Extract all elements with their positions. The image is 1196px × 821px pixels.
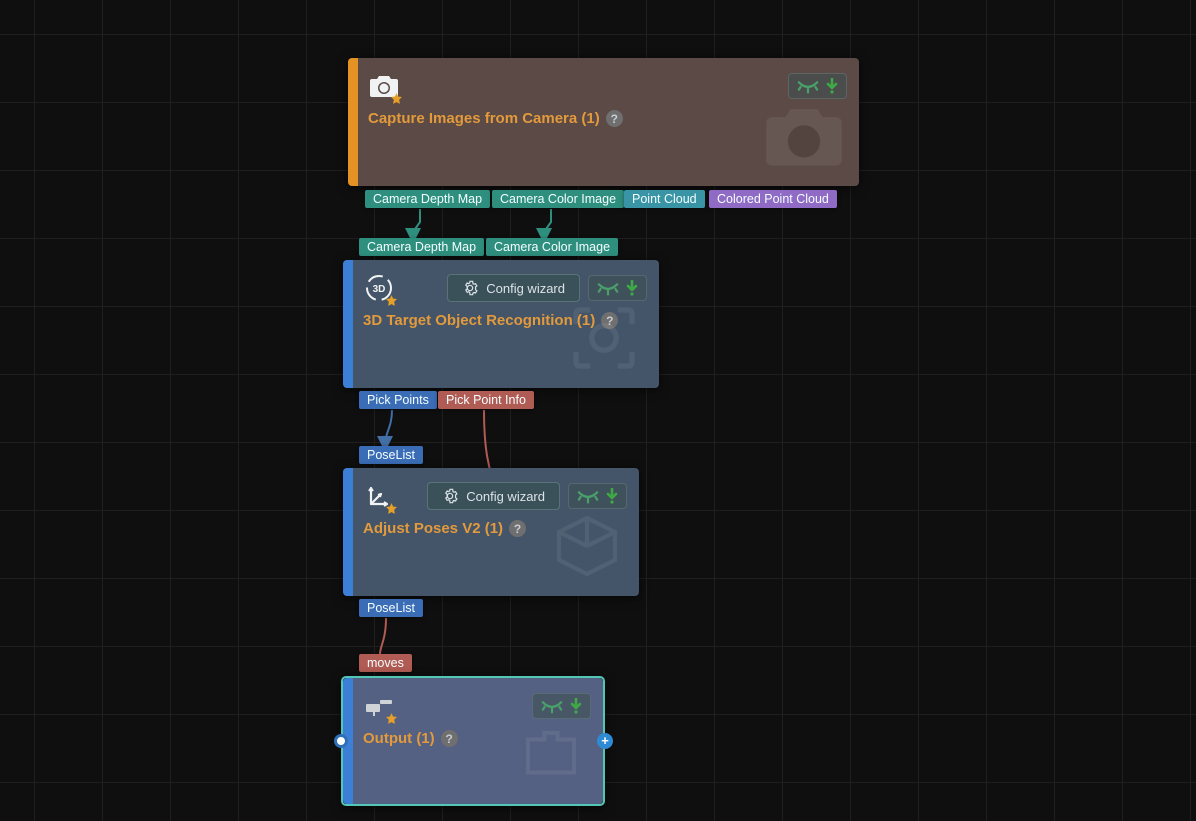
config-wizard-label: Config wizard — [466, 489, 545, 504]
star-badge-icon — [390, 92, 403, 105]
config-wizard-button[interactable]: Config wizard — [447, 274, 580, 302]
output-port[interactable]: PoseList — [359, 599, 423, 617]
eye-closed-icon — [541, 698, 563, 714]
output-port[interactable]: Camera Depth Map — [365, 190, 490, 208]
help-icon[interactable]: ? — [601, 312, 618, 329]
status-indicator[interactable] — [568, 483, 627, 509]
gear-icon — [442, 488, 458, 504]
output-icon — [363, 690, 395, 722]
node-3d-recognition[interactable]: 3D Config wizard — [343, 260, 659, 388]
input-port[interactable]: moves — [359, 654, 412, 672]
download-arrow-icon — [826, 78, 838, 94]
download-arrow-icon — [606, 488, 618, 504]
node-capture-images[interactable]: Capture Images from Camera (1) ? — [348, 58, 859, 186]
input-port[interactable]: Camera Color Image — [486, 238, 618, 256]
star-badge-icon — [385, 712, 398, 725]
input-port[interactable]: PoseList — [359, 446, 423, 464]
help-icon[interactable]: ? — [606, 110, 623, 127]
status-indicator[interactable] — [788, 73, 847, 99]
download-arrow-icon — [570, 698, 582, 714]
output-port[interactable]: Pick Points — [359, 391, 437, 409]
input-port[interactable]: Camera Depth Map — [359, 238, 484, 256]
download-arrow-icon — [626, 280, 638, 296]
star-badge-icon — [385, 294, 398, 307]
gear-icon — [462, 280, 478, 296]
eye-closed-icon — [597, 280, 619, 296]
config-wizard-button[interactable]: Config wizard — [427, 482, 560, 510]
node-title: Capture Images from Camera (1) — [368, 110, 600, 127]
eye-closed-icon — [577, 488, 599, 504]
target-3d-icon: 3D — [363, 272, 395, 304]
svg-text:3D: 3D — [373, 284, 386, 295]
selection-handle-left[interactable] — [334, 734, 348, 748]
axes-icon — [363, 480, 395, 512]
eye-closed-icon — [797, 78, 819, 94]
node-title: 3D Target Object Recognition (1) — [363, 312, 595, 329]
node-adjust-poses[interactable]: Config wizard — [343, 468, 639, 596]
output-port[interactable]: Colored Point Cloud — [709, 190, 837, 208]
output-port[interactable]: Pick Point Info — [438, 391, 534, 409]
star-badge-icon — [385, 502, 398, 515]
help-icon[interactable]: ? — [509, 520, 526, 537]
config-wizard-label: Config wizard — [486, 281, 565, 296]
output-port[interactable]: Point Cloud — [624, 190, 705, 208]
node-output[interactable]: Output (1) ? + — [341, 676, 605, 806]
node-graph-canvas[interactable]: Capture Images from Camera (1) ? Camera … — [0, 0, 1196, 821]
status-indicator[interactable] — [588, 275, 647, 301]
node-title: Output (1) — [363, 730, 435, 747]
camera-icon — [368, 70, 400, 102]
add-port-handle[interactable]: + — [597, 733, 613, 749]
node-title: Adjust Poses V2 (1) — [363, 520, 503, 537]
output-port[interactable]: Camera Color Image — [492, 190, 624, 208]
status-indicator[interactable] — [532, 693, 591, 719]
help-icon[interactable]: ? — [441, 730, 458, 747]
